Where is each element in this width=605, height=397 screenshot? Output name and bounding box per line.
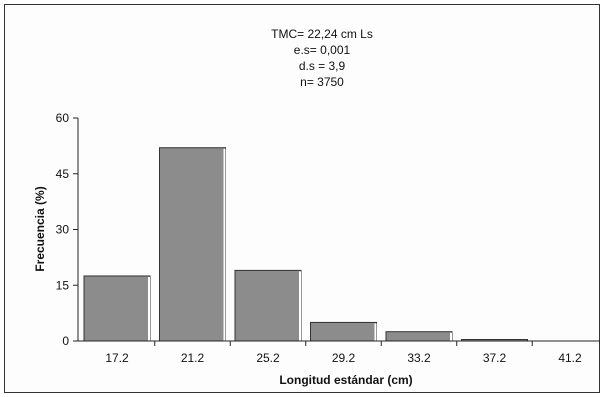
- bars-group: [83, 147, 528, 342]
- x-tick-label-29.2: 29.2: [332, 351, 356, 365]
- y-ticks-group: 0 15 30 45 60: [56, 111, 78, 348]
- y-tick-label-45: 45: [56, 167, 70, 181]
- x-tick-label-17.2: 17.2: [105, 351, 129, 365]
- y-tick-label-60: 60: [56, 111, 70, 125]
- y-tick-label-0: 0: [62, 334, 69, 348]
- bar-21.2: [159, 147, 226, 342]
- y-axis-title: Frecuencia (%): [33, 186, 47, 271]
- y-tick-label-15: 15: [56, 278, 70, 292]
- bar-33.2: [385, 331, 453, 342]
- x-tick-label-37.2: 37.2: [483, 351, 507, 365]
- y-tick-label-30: 30: [56, 223, 70, 237]
- bar-17.2: [83, 275, 151, 342]
- x-tick-label-25.2: 25.2: [256, 351, 280, 365]
- annotation-tmc: TMC= 22,24 cm Ls: [271, 27, 373, 41]
- x-tick-label-33.2: 33.2: [407, 351, 431, 365]
- annotation-n: n= 3750: [300, 75, 344, 89]
- bar-25.2: [234, 269, 302, 342]
- bar-29.2: [310, 321, 377, 342]
- x-ticks-group: 17.2 21.2 25.2 29.2 33.2 37.2 41.2: [105, 341, 582, 365]
- x-tick-label-41.2: 41.2: [558, 351, 582, 365]
- stats-annotations: TMC= 22,24 cm Ls e.s= 0,001 d.s = 3,9 n=…: [271, 27, 373, 89]
- x-tick-label-21.2: 21.2: [181, 351, 205, 365]
- x-axis-title: Longitud estándar (cm): [279, 373, 412, 387]
- annotation-es: e.s= 0,001: [294, 43, 351, 57]
- annotation-ds: d.s = 3,9: [299, 59, 346, 73]
